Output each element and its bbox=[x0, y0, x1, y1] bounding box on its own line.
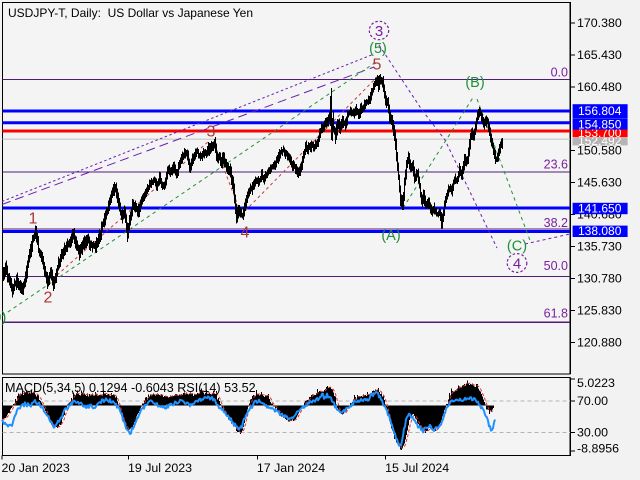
svg-text:152.492: 152.492 bbox=[578, 134, 622, 148]
svg-text:USDJPY-T, Daily: US Dollar vs: USDJPY-T, Daily: US Dollar vs Japanese Y… bbox=[8, 6, 253, 20]
svg-text:MACD(5,34,5) 0.1294 -0.6043 RS: MACD(5,34,5) 0.1294 -0.6043 RSI(14) 53.5… bbox=[5, 381, 256, 395]
svg-text:23.6: 23.6 bbox=[544, 157, 568, 171]
svg-text:0.0: 0.0 bbox=[551, 66, 568, 80]
svg-text:15 Jul 2024: 15 Jul 2024 bbox=[385, 461, 449, 475]
svg-text:154.850: 154.850 bbox=[578, 117, 622, 131]
svg-text:30.00: 30.00 bbox=[577, 425, 608, 439]
svg-text:135.730: 135.730 bbox=[577, 239, 622, 253]
svg-text:120.880: 120.880 bbox=[577, 335, 622, 349]
svg-text:17 Jan 2024: 17 Jan 2024 bbox=[257, 461, 325, 475]
svg-text:141.650: 141.650 bbox=[578, 201, 622, 215]
svg-text:153.700: 153.700 bbox=[578, 126, 622, 140]
svg-text:5.0223: 5.0223 bbox=[577, 376, 615, 390]
svg-text:4: 4 bbox=[513, 256, 521, 273]
svg-text:19 Jul 2023: 19 Jul 2023 bbox=[128, 461, 192, 475]
svg-text:150.580: 150.580 bbox=[577, 144, 622, 158]
svg-text:145.630: 145.630 bbox=[577, 176, 622, 190]
svg-text:(C): (C) bbox=[507, 239, 527, 255]
svg-text:2: 2 bbox=[44, 290, 53, 307]
svg-text:138.080: 138.080 bbox=[578, 224, 622, 238]
svg-text:61.8: 61.8 bbox=[544, 307, 568, 321]
svg-text:38.2: 38.2 bbox=[544, 216, 568, 230]
svg-text:(0): (0) bbox=[0, 309, 6, 326]
svg-text:3: 3 bbox=[207, 124, 216, 141]
svg-text:3: 3 bbox=[375, 23, 383, 40]
svg-text:156.804: 156.804 bbox=[578, 104, 622, 118]
svg-text:(5): (5) bbox=[369, 41, 387, 57]
svg-text:20 Jan 2023: 20 Jan 2023 bbox=[2, 461, 70, 475]
svg-text:-8.8956: -8.8956 bbox=[577, 442, 619, 456]
svg-text:(A): (A) bbox=[381, 228, 400, 244]
svg-text:170.380: 170.380 bbox=[577, 16, 622, 30]
svg-text:5: 5 bbox=[373, 57, 382, 74]
svg-text:165.430: 165.430 bbox=[577, 48, 622, 62]
svg-text:130.780: 130.780 bbox=[577, 271, 622, 285]
svg-text:160.480: 160.480 bbox=[577, 80, 622, 94]
svg-text:70.00: 70.00 bbox=[577, 394, 608, 408]
svg-text:1: 1 bbox=[29, 211, 38, 228]
svg-text:4: 4 bbox=[241, 225, 250, 242]
svg-text:50.0: 50.0 bbox=[544, 259, 568, 273]
svg-text:125.830: 125.830 bbox=[577, 303, 622, 317]
svg-text:(B): (B) bbox=[465, 75, 484, 91]
